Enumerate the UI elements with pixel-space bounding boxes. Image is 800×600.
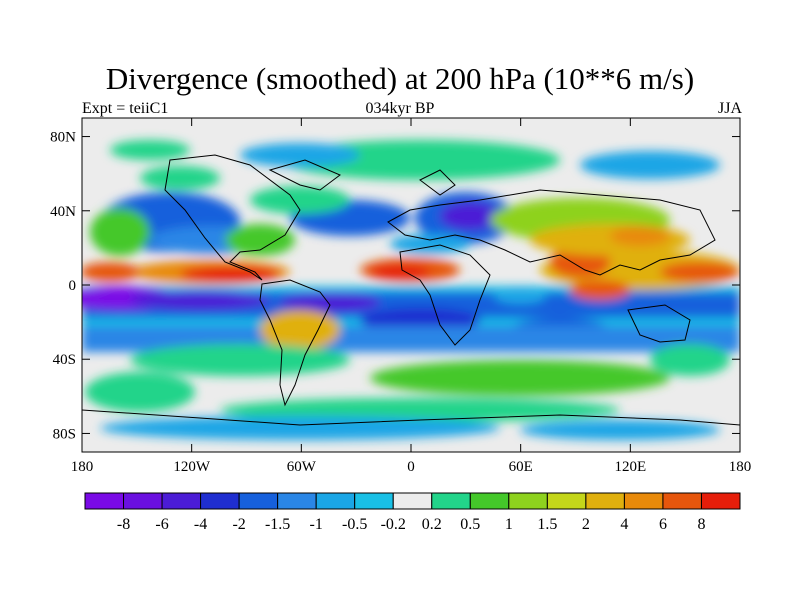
colorbar-label: -6 [155, 516, 168, 533]
season-label: JJA [717, 100, 742, 117]
colorbar-swatch [546, 492, 587, 510]
colorbar-swatch [508, 492, 548, 510]
colorbar-label: -4 [194, 516, 207, 533]
colorbar-swatch [123, 492, 163, 510]
colorbar-swatch [585, 492, 625, 510]
lon-tick-label: 0 [407, 459, 415, 475]
colorbar-swatch [623, 492, 664, 510]
colorbar-swatch [700, 492, 741, 510]
colorbar-swatch [315, 492, 356, 510]
colorbar-swatch [354, 492, 394, 510]
colorbar-label: 1 [505, 516, 513, 533]
colorbar-label: -8 [117, 516, 130, 533]
colorbar-swatch [238, 492, 279, 510]
experiment-label: Expt = teiiC1 [82, 100, 169, 117]
divergence-field [82, 140, 740, 440]
colorbar-label: 6 [659, 516, 667, 533]
colorbar-label: -1.5 [265, 516, 290, 533]
colorbar-label: -2 [232, 516, 245, 533]
colorbar-swatch [662, 492, 702, 510]
colorbar-label: 8 [697, 516, 705, 533]
colorbar-swatch [161, 492, 202, 510]
coastlines [82, 154, 740, 426]
colorbar-label: 0.2 [422, 516, 442, 533]
colorbar-swatch [200, 492, 240, 510]
colorbar-label: -0.2 [381, 516, 406, 533]
colorbar-swatch [431, 492, 471, 510]
colorbar-label: 1.5 [537, 516, 557, 533]
lat-tick-label: 40S [53, 352, 76, 368]
lon-tick-label: 120W [173, 459, 211, 475]
longitude-axis: 180 120W 60W 0 60E 120E 180 [71, 118, 752, 475]
time-label: 034kyr BP [365, 100, 435, 117]
lat-tick-label: 80S [53, 426, 76, 442]
colorbar-label: 4 [620, 516, 628, 533]
lon-tick-label: 180 [729, 459, 752, 475]
colorbar: -8 -6 -4 -2 -1.5 -1 -0.5 -0.2 0.2 0.5 1 1.5 2 4 6 8 [84, 492, 741, 533]
lon-tick-label: 120E [614, 459, 646, 475]
colorbar-label: -0.5 [342, 516, 367, 533]
colorbar-swatch [277, 492, 317, 510]
lon-tick-label: 180 [71, 459, 94, 475]
lat-tick-label: 0 [69, 278, 77, 294]
page-title: Divergence (smoothed) at 200 hPa (10**6 … [105, 61, 695, 96]
colorbar-label: 2 [582, 516, 590, 533]
lat-tick-label: 40N [50, 204, 76, 220]
colorbar-label: -1 [310, 516, 323, 533]
colorbar-swatch [469, 492, 510, 510]
lon-tick-label: 60E [509, 459, 533, 475]
latitude-axis: 80N 40N 0 40S 80S [50, 130, 740, 442]
colorbar-swatch [84, 492, 125, 510]
colorbar-label: 0.5 [460, 516, 480, 533]
colorbar-swatch [392, 492, 433, 510]
lat-tick-label: 80N [50, 130, 76, 146]
lon-tick-label: 60W [287, 459, 317, 475]
